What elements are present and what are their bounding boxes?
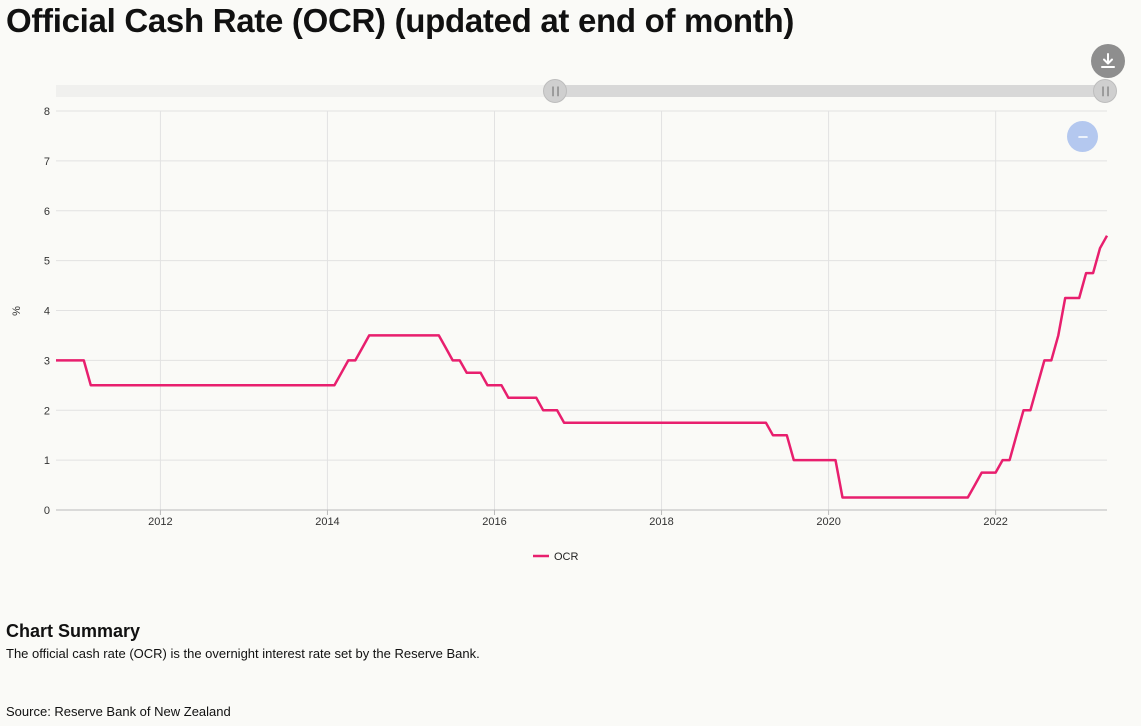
x-tick-label: 2020 <box>816 516 840 528</box>
y-tick-label: 1 <box>44 455 50 467</box>
y-tick-label: 7 <box>44 156 50 168</box>
legend[interactable]: OCR <box>533 551 579 563</box>
series-line-ocr <box>56 235 1109 499</box>
y-axis-label: % <box>11 306 23 316</box>
x-tick-label: 2014 <box>315 516 339 528</box>
y-tick-label: 8 <box>44 106 50 118</box>
zoom-out-button[interactable] <box>1067 121 1098 152</box>
x-tick-label: 2018 <box>649 516 673 528</box>
source-text: Source: Reserve Bank of New Zealand <box>6 704 231 719</box>
minus-icon <box>1077 135 1088 138</box>
x-tick-label: 2012 <box>148 516 172 528</box>
y-tick-label: 3 <box>44 355 50 367</box>
x-tick-label: 2016 <box>482 516 506 528</box>
grip-icon: || <box>1099 85 1111 97</box>
range-handle-end[interactable]: || <box>1093 79 1117 103</box>
download-icon <box>1101 53 1115 68</box>
download-button[interactable] <box>1091 44 1125 78</box>
line-chart: 2012 2014 2016 2018 2020 2022 0 1 2 3 4 5 6 7 8 % OCR <box>11 106 1109 563</box>
x-tick-label: 2022 <box>983 516 1007 528</box>
summary-text: The official cash rate (OCR) is the over… <box>6 646 480 661</box>
legend-label-ocr: OCR <box>554 551 579 563</box>
y-tick-label: 6 <box>44 206 50 218</box>
page-title: Official Cash Rate (OCR) (updated at end… <box>6 2 795 39</box>
range-handle-start[interactable]: || <box>543 79 567 103</box>
y-tick-label: 2 <box>44 405 50 417</box>
y-tick-label: 4 <box>44 306 50 318</box>
x-axis: 2012 2014 2016 2018 2020 2022 <box>56 509 1107 528</box>
chart-grid <box>56 110 1107 511</box>
y-axis: 0 1 2 3 4 5 6 7 8 <box>44 106 50 517</box>
summary-heading: Chart Summary <box>6 621 141 641</box>
range-slider-selection[interactable] <box>555 85 1105 97</box>
grip-icon: || <box>549 85 561 97</box>
y-tick-label: 0 <box>44 505 50 517</box>
y-tick-label: 5 <box>44 256 50 268</box>
